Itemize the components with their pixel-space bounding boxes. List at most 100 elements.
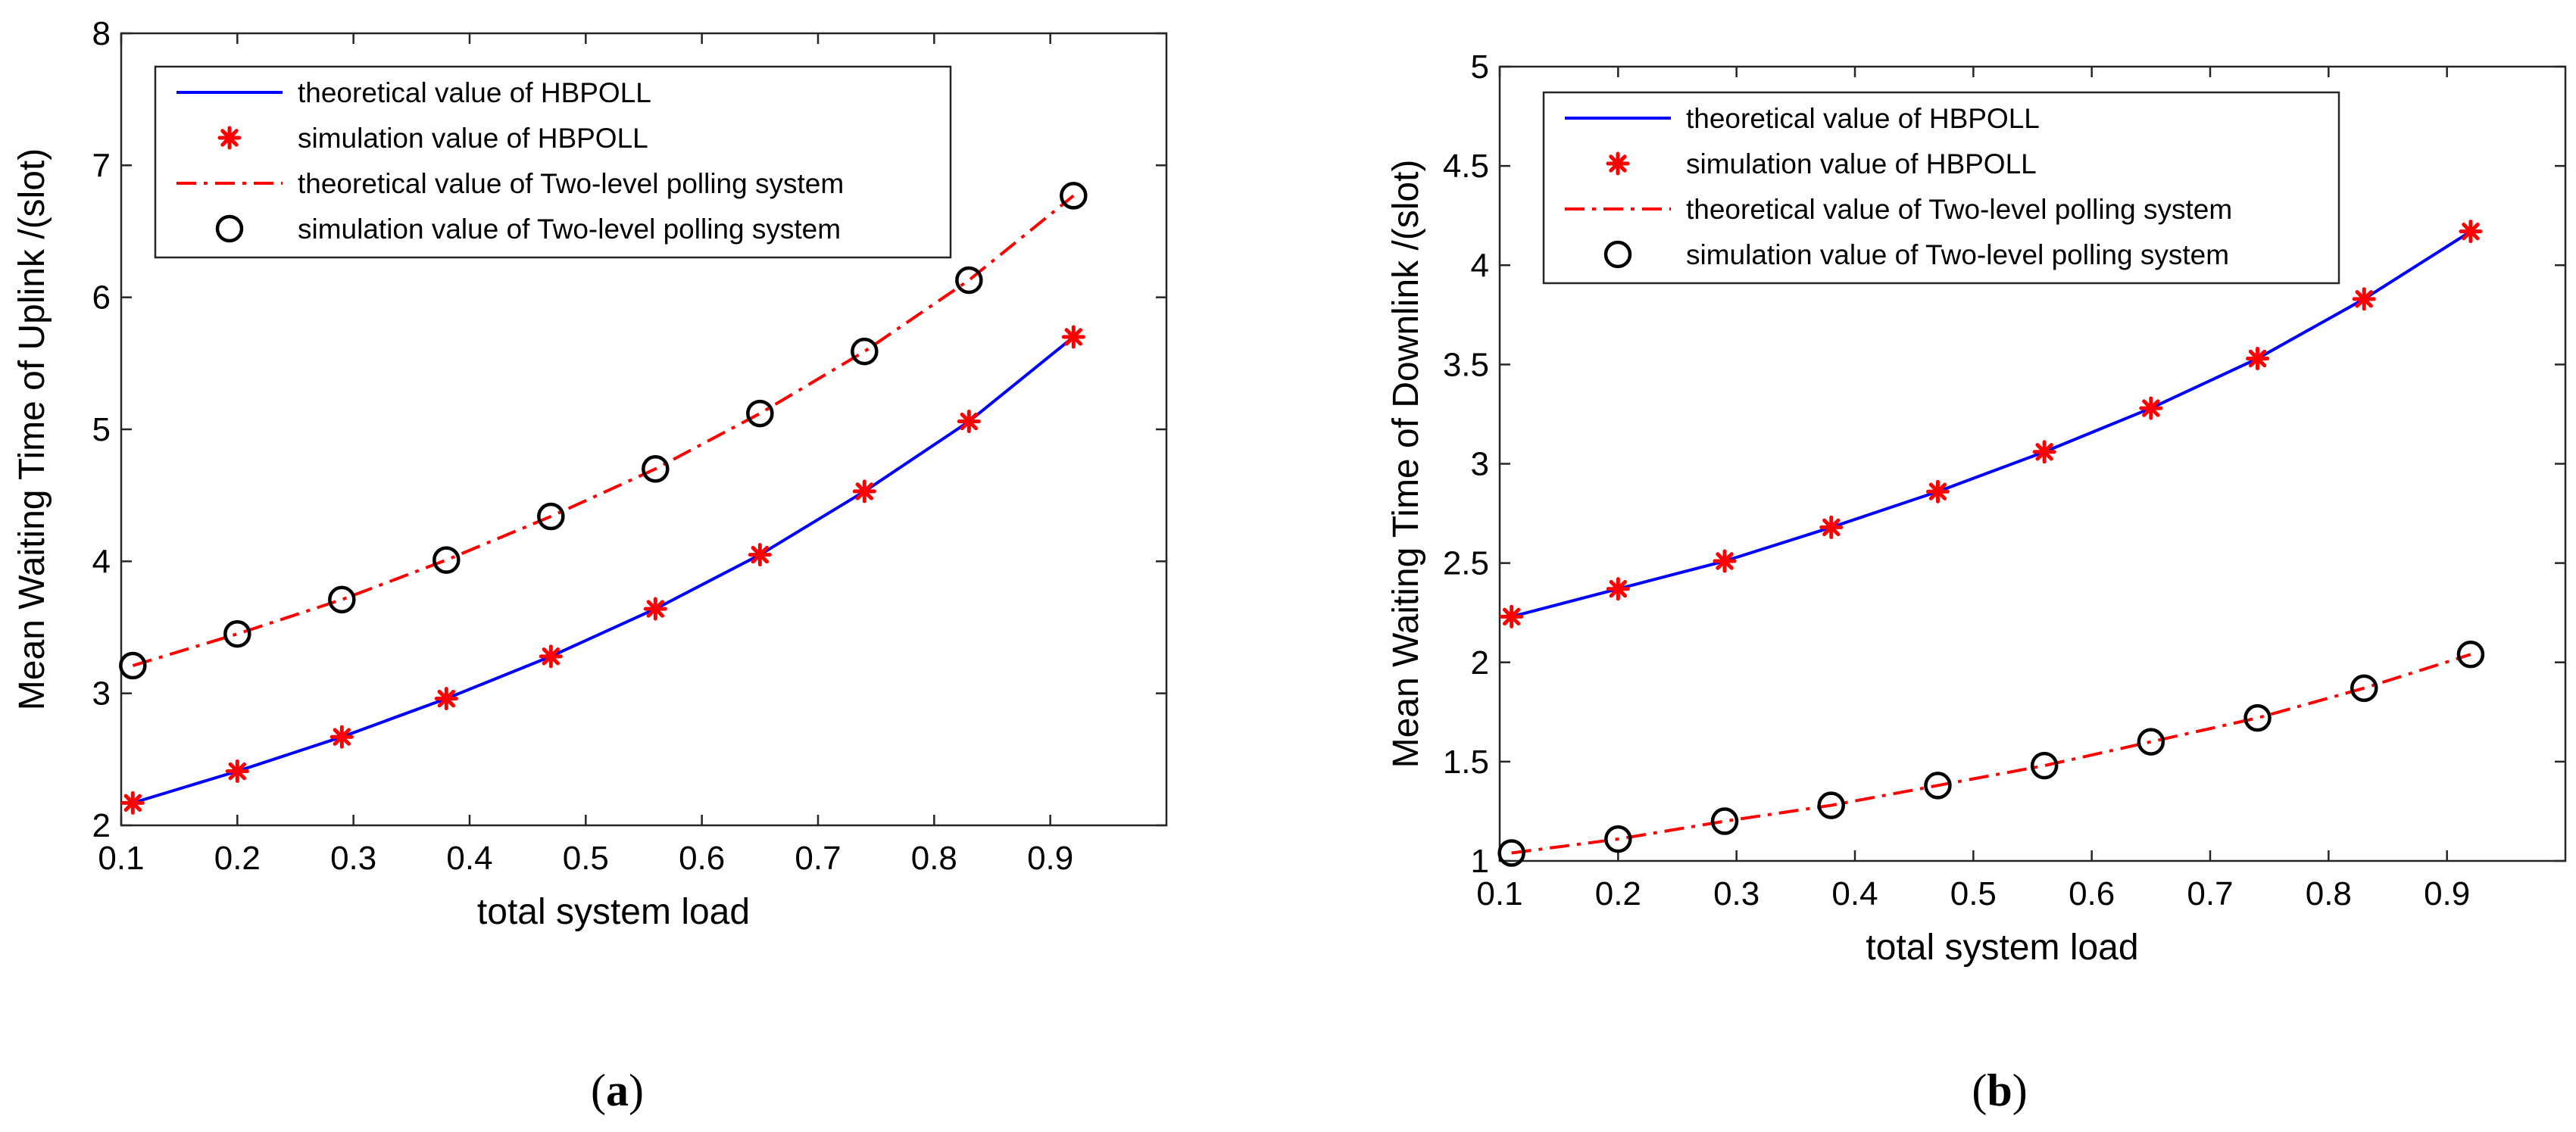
y-tick-label: 3.5 [1443,346,1489,383]
x-tick-label: 0.9 [1027,840,1073,877]
panel-label: (a) [591,1065,644,1115]
y-tick-label: 4.5 [1443,148,1489,185]
legend-swatch-star [217,126,242,150]
data-point-circle [2243,703,2272,732]
data-point-star [852,479,876,504]
data-point-star [2032,440,2056,464]
data-point-circle [1060,182,1088,210]
data-point-circle [328,585,356,614]
x-tick-label: 0.9 [2424,875,2470,912]
x-tick-label: 0.3 [330,840,376,877]
series-4 [1497,641,2485,867]
data-point-circle [1817,791,1845,819]
data-point-circle [1497,839,1525,867]
y-tick-label: 7 [92,147,111,184]
data-point-star [329,725,354,749]
data-point-star [748,543,772,567]
data-point-star [2139,396,2163,420]
panel-label: (b) [1972,1065,2027,1115]
data-point-star [1925,479,1950,504]
data-point-circle [1924,772,1952,800]
chart-panel-b: 0.1 0.2 0.3 0.4 0.5 0.6 0.7 0.8 0.9 1 1.5 2 2.5 3 3.5 4… [1386,48,2567,1115]
x-tick-label: 0.7 [795,840,841,877]
data-point-star [643,597,667,621]
data-point-star [434,687,458,711]
data-point-circle [2137,728,2165,756]
data-point-star [225,759,249,784]
y-tick-label: 3 [1471,446,1489,483]
legend-label: simulation value of HBPOLL [1686,148,2037,179]
y-tick-label: 3 [92,675,111,713]
data-point-star [1606,577,1630,601]
y-tick-label: 1 [1471,843,1489,880]
data-point-star [2459,220,2483,244]
legend-label: simulation value of Two-level polling sy… [1686,239,2229,270]
x-tick-label: 0.4 [1831,875,1878,912]
y-tick-label: 4 [92,543,111,580]
x-tick-label: 0.4 [446,840,492,877]
data-point-star [539,644,563,669]
x-tick-label: 0.6 [2069,875,2115,912]
legend-swatch-circle [215,214,244,243]
x-tick-label: 0.7 [2187,875,2233,912]
y-tick-label: 2 [92,807,111,844]
data-point-circle [1710,807,1739,835]
legend-box [154,65,952,259]
legend-label: simulation value of Two-level polling sy… [298,214,841,245]
series-line [132,335,1075,805]
y-tick-label: 2.5 [1443,545,1489,582]
y-tick-label: 2 [1471,644,1489,681]
data-point-star [1819,515,1844,539]
panel-label-letter: b [1987,1065,2012,1115]
data-point-circle [642,455,670,483]
y-tick-label: 8 [92,15,111,52]
data-point-star [2246,347,2270,371]
x-tick-label: 0.1 [98,840,144,877]
x-axis-title: total system load [477,892,750,932]
legend-label: simulation value of HBPOLL [298,123,648,154]
series-line [1511,653,2471,855]
panel-label-open: ( [1972,1065,1987,1115]
panel-label-open: ( [591,1065,606,1115]
series-3 [132,194,1075,667]
chart-panel-a: 0.1 0.2 0.3 0.4 0.5 0.6 0.7 0.8 0.9 2 3 4 5 6 7 8 total … [12,15,1168,1115]
x-tick-label: 0.8 [2306,875,2352,912]
data-point-circle [1604,825,1632,853]
data-point-star [1061,325,1085,349]
data-point-circle [2456,641,2485,669]
data-point-circle [537,502,565,531]
data-point-circle [746,399,774,428]
series-2 [1500,220,2483,628]
series-1 [1511,229,2472,619]
x-tick-label: 0.3 [1713,875,1759,912]
legend: theoretical value of HBPOLL simulation va… [154,65,952,259]
data-point-circle [119,651,147,680]
series-1 [132,335,1075,805]
series-line [132,194,1075,667]
legend: theoretical value of HBPOLL simulation va… [1542,91,2340,285]
x-tick-label: 0.1 [1476,875,1522,912]
y-tick-label: 5 [92,411,111,448]
x-tick-label: 0.5 [1950,875,1997,912]
x-tick-label: 0.6 [679,840,725,877]
panel-label-close: ) [629,1065,644,1115]
data-point-star [1713,549,1737,573]
data-point-circle [955,266,983,295]
y-tick-label: 6 [92,279,111,317]
legend-label: theoretical value of HBPOLL [298,77,651,108]
data-point-circle [432,546,461,574]
y-tick-label: 4 [1471,247,1489,284]
data-point-circle [2030,751,2059,780]
x-tick-label: 0.5 [563,840,609,877]
x-tick-label: 0.8 [911,840,957,877]
legend-swatch-star [1606,151,1630,176]
series-2 [120,325,1085,815]
series-3 [1511,653,2471,855]
data-point-circle [851,337,879,366]
legend-swatch-circle [1603,240,1632,269]
x-tick-label: 0.2 [1595,875,1641,912]
y-tick-label: 5 [1471,48,1489,86]
y-tick-label: 1.5 [1443,744,1489,781]
legend-label: theoretical value of Two-level polling s… [1686,194,2232,225]
